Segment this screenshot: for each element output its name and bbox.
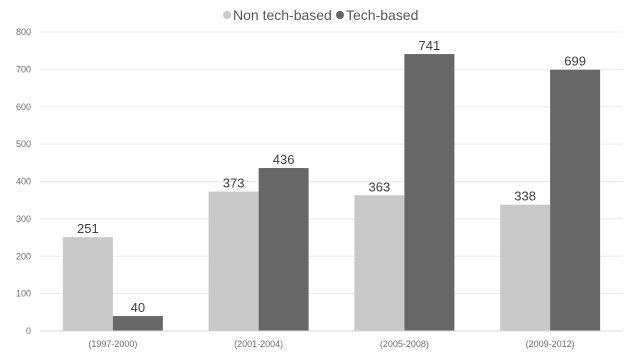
data-label-tech: 699 [564, 54, 586, 69]
bars [62, 54, 601, 332]
legend-swatch-non-tech [223, 11, 231, 19]
x-category-label: (2005-2008) [380, 339, 429, 349]
y-tick-label: 100 [16, 289, 31, 299]
bar-non-tech [500, 204, 551, 331]
y-tick-label: 300 [16, 214, 31, 224]
data-label-non-tech: 251 [77, 221, 99, 236]
y-tick-label: 200 [16, 251, 31, 261]
data-label-tech: 40 [131, 300, 145, 315]
y-tick-label: 700 [16, 64, 31, 74]
bar-tech [550, 69, 601, 331]
legend-swatch-tech [336, 11, 344, 19]
y-tick-label: 400 [16, 177, 31, 187]
y-tick-label: 0 [26, 326, 31, 336]
bar-tech [404, 54, 455, 332]
bar-non-tech [208, 191, 259, 331]
y-axis-ticks: 0 100 200 300 400 500 600 700 800 [16, 27, 31, 336]
x-axis-categories: (1997-2000) (2001-2004) (2005-2008) (2009-2… [88, 339, 574, 349]
data-label-non-tech: 338 [514, 189, 536, 204]
data-label-non-tech: 373 [223, 176, 245, 191]
data-labels: 251 40 373 436 363 741 338 699 [77, 38, 586, 315]
bar-tech [258, 168, 309, 331]
data-label-tech: 741 [419, 38, 441, 53]
bar-tech [112, 316, 163, 331]
data-label-tech: 436 [273, 152, 295, 167]
y-tick-label: 600 [16, 102, 31, 112]
data-label-non-tech: 363 [369, 179, 391, 194]
legend: Non tech-based Tech-based [223, 7, 418, 23]
bar-non-tech [62, 237, 113, 331]
x-category-label: (1997-2000) [88, 339, 137, 349]
x-category-label: (2009-2012) [526, 339, 575, 349]
y-tick-label: 800 [16, 27, 31, 37]
y-tick-label: 500 [16, 139, 31, 149]
legend-label-tech: Tech-based [346, 7, 418, 23]
legend-label-non-tech: Non tech-based [233, 7, 332, 23]
x-category-label: (2001-2004) [234, 339, 283, 349]
gridlines [40, 31, 623, 295]
bar-non-tech [354, 195, 405, 331]
